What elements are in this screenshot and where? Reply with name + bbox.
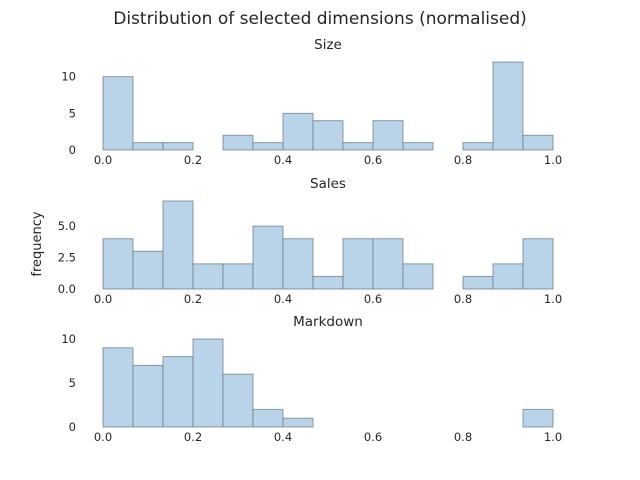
y-tick-label: 10 — [61, 332, 76, 346]
histogram-bar — [462, 142, 494, 151]
x-tick-label: 0.2 — [184, 153, 202, 167]
y-tick-label: 5.0 — [58, 219, 76, 233]
x-tick-label: 0.4 — [274, 153, 292, 167]
x-tick-label: 1.0 — [544, 153, 562, 167]
panel-title: Markdown — [293, 314, 363, 330]
x-tick-label: 1.0 — [544, 430, 562, 444]
histogram-bar — [102, 76, 134, 151]
panel-markdown: Markdown 0 5 10 0.0 0.2 0.4 0.6 0.8 1.0 — [61, 314, 562, 444]
panel-sales: Sales 0.0 2.5 5.0 0.0 0.2 0.4 0.6 0.8 1.0 — [58, 176, 562, 306]
histogram-bar — [312, 120, 344, 151]
histogram-bar — [522, 134, 554, 151]
y-tick-label: 0.0 — [58, 282, 76, 296]
histogram-bar — [222, 134, 254, 151]
panel-title: Size — [314, 37, 342, 53]
y-tick-label: 2.5 — [58, 251, 76, 265]
x-tick-label: 0.0 — [94, 153, 112, 167]
figure-title: Distribution of selected dimensions (nor… — [113, 9, 527, 29]
panel-title: Sales — [310, 176, 346, 192]
histogram-bar — [132, 250, 164, 290]
x-tick-label: 0.2 — [184, 292, 202, 306]
histogram-bar — [402, 142, 434, 151]
histogram-bar — [162, 200, 194, 290]
histogram-bar — [282, 112, 314, 151]
x-tick-label: 0.8 — [454, 430, 472, 444]
x-tick-label: 0.0 — [94, 292, 112, 306]
y-tick-label: 0 — [69, 143, 76, 157]
y-tick-label: 5 — [69, 106, 76, 120]
histogram-bar — [492, 61, 524, 151]
y-axis-label: frequency — [30, 211, 45, 277]
histogram-bar — [102, 347, 134, 428]
x-tick-label: 0.6 — [364, 292, 382, 306]
x-tick-label: 0.2 — [184, 430, 202, 444]
histogram-bar — [252, 225, 284, 290]
x-tick-label: 0.8 — [454, 153, 472, 167]
x-tick-label: 0.4 — [274, 292, 292, 306]
histogram-bar — [282, 417, 314, 428]
histogram-bar — [312, 275, 344, 290]
x-tick-label: 0.6 — [364, 153, 382, 167]
histogram-bar — [102, 238, 134, 290]
histogram-bar — [342, 142, 374, 151]
x-tick-label: 0.6 — [364, 430, 382, 444]
y-tick-label: 5 — [69, 376, 76, 390]
histogram-bar — [192, 338, 224, 428]
histogram-bar — [222, 373, 254, 428]
y-tick-label: 10 — [61, 70, 76, 84]
histogram-bar — [192, 263, 224, 290]
histogram-bar — [372, 120, 404, 151]
histogram-bar — [462, 275, 494, 290]
x-tick-label: 0.8 — [454, 292, 472, 306]
y-tick-label: 0 — [69, 420, 76, 434]
histogram-bar — [132, 142, 164, 151]
histogram-bar — [522, 408, 554, 428]
histogram-bar — [402, 263, 434, 290]
x-tick-label: 0.0 — [94, 430, 112, 444]
x-tick-label: 0.4 — [274, 430, 292, 444]
histogram-bar — [342, 238, 374, 290]
panels-group: Size 0 5 10 0.0 0.2 0.4 0.6 0.8 1.0 Sales 0.0 2.5 5.0… — [58, 37, 562, 444]
histogram-bar — [222, 263, 254, 290]
panel-size: Size 0 5 10 0.0 0.2 0.4 0.6 0.8 1.0 — [61, 37, 562, 167]
x-tick-label: 1.0 — [544, 292, 562, 306]
histogram-bar — [162, 356, 194, 428]
histogram-bar — [132, 364, 164, 428]
histogram-bar — [162, 142, 194, 151]
histogram-bar — [252, 142, 284, 151]
histogram-bar — [282, 238, 314, 290]
histogram-bar — [492, 263, 524, 290]
histogram-bar — [522, 238, 554, 290]
histogram-bar — [252, 408, 284, 428]
histogram-bar — [372, 238, 404, 290]
